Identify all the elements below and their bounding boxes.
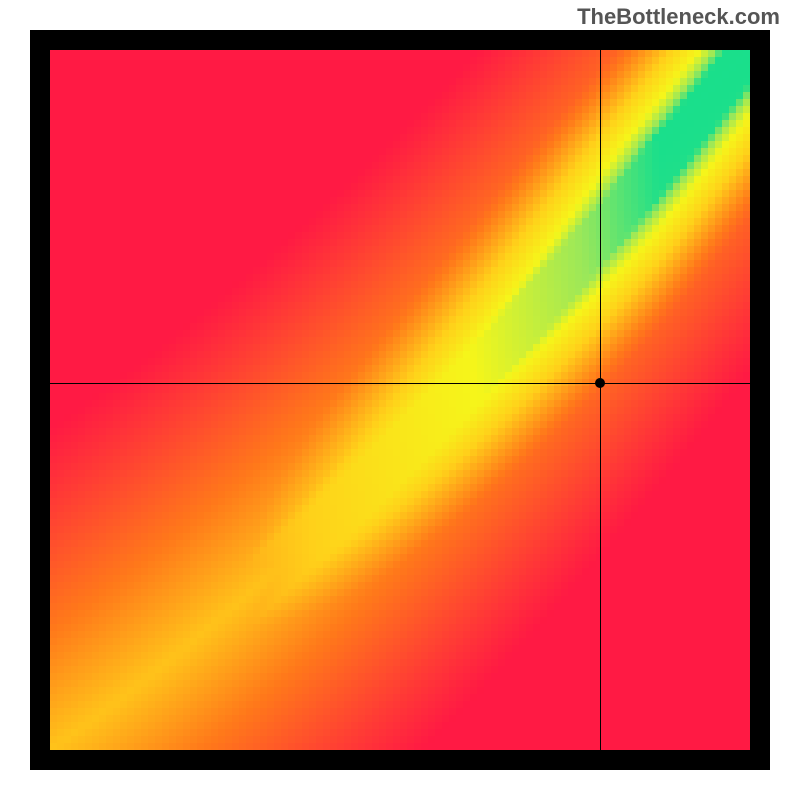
crosshair-horizontal — [50, 383, 750, 384]
plot-area — [50, 50, 750, 750]
crosshair-marker — [595, 378, 605, 388]
heatmap-canvas — [50, 50, 750, 750]
crosshair-vertical — [600, 50, 601, 750]
plot-frame — [30, 30, 770, 770]
watermark-text: TheBottleneck.com — [577, 4, 780, 30]
